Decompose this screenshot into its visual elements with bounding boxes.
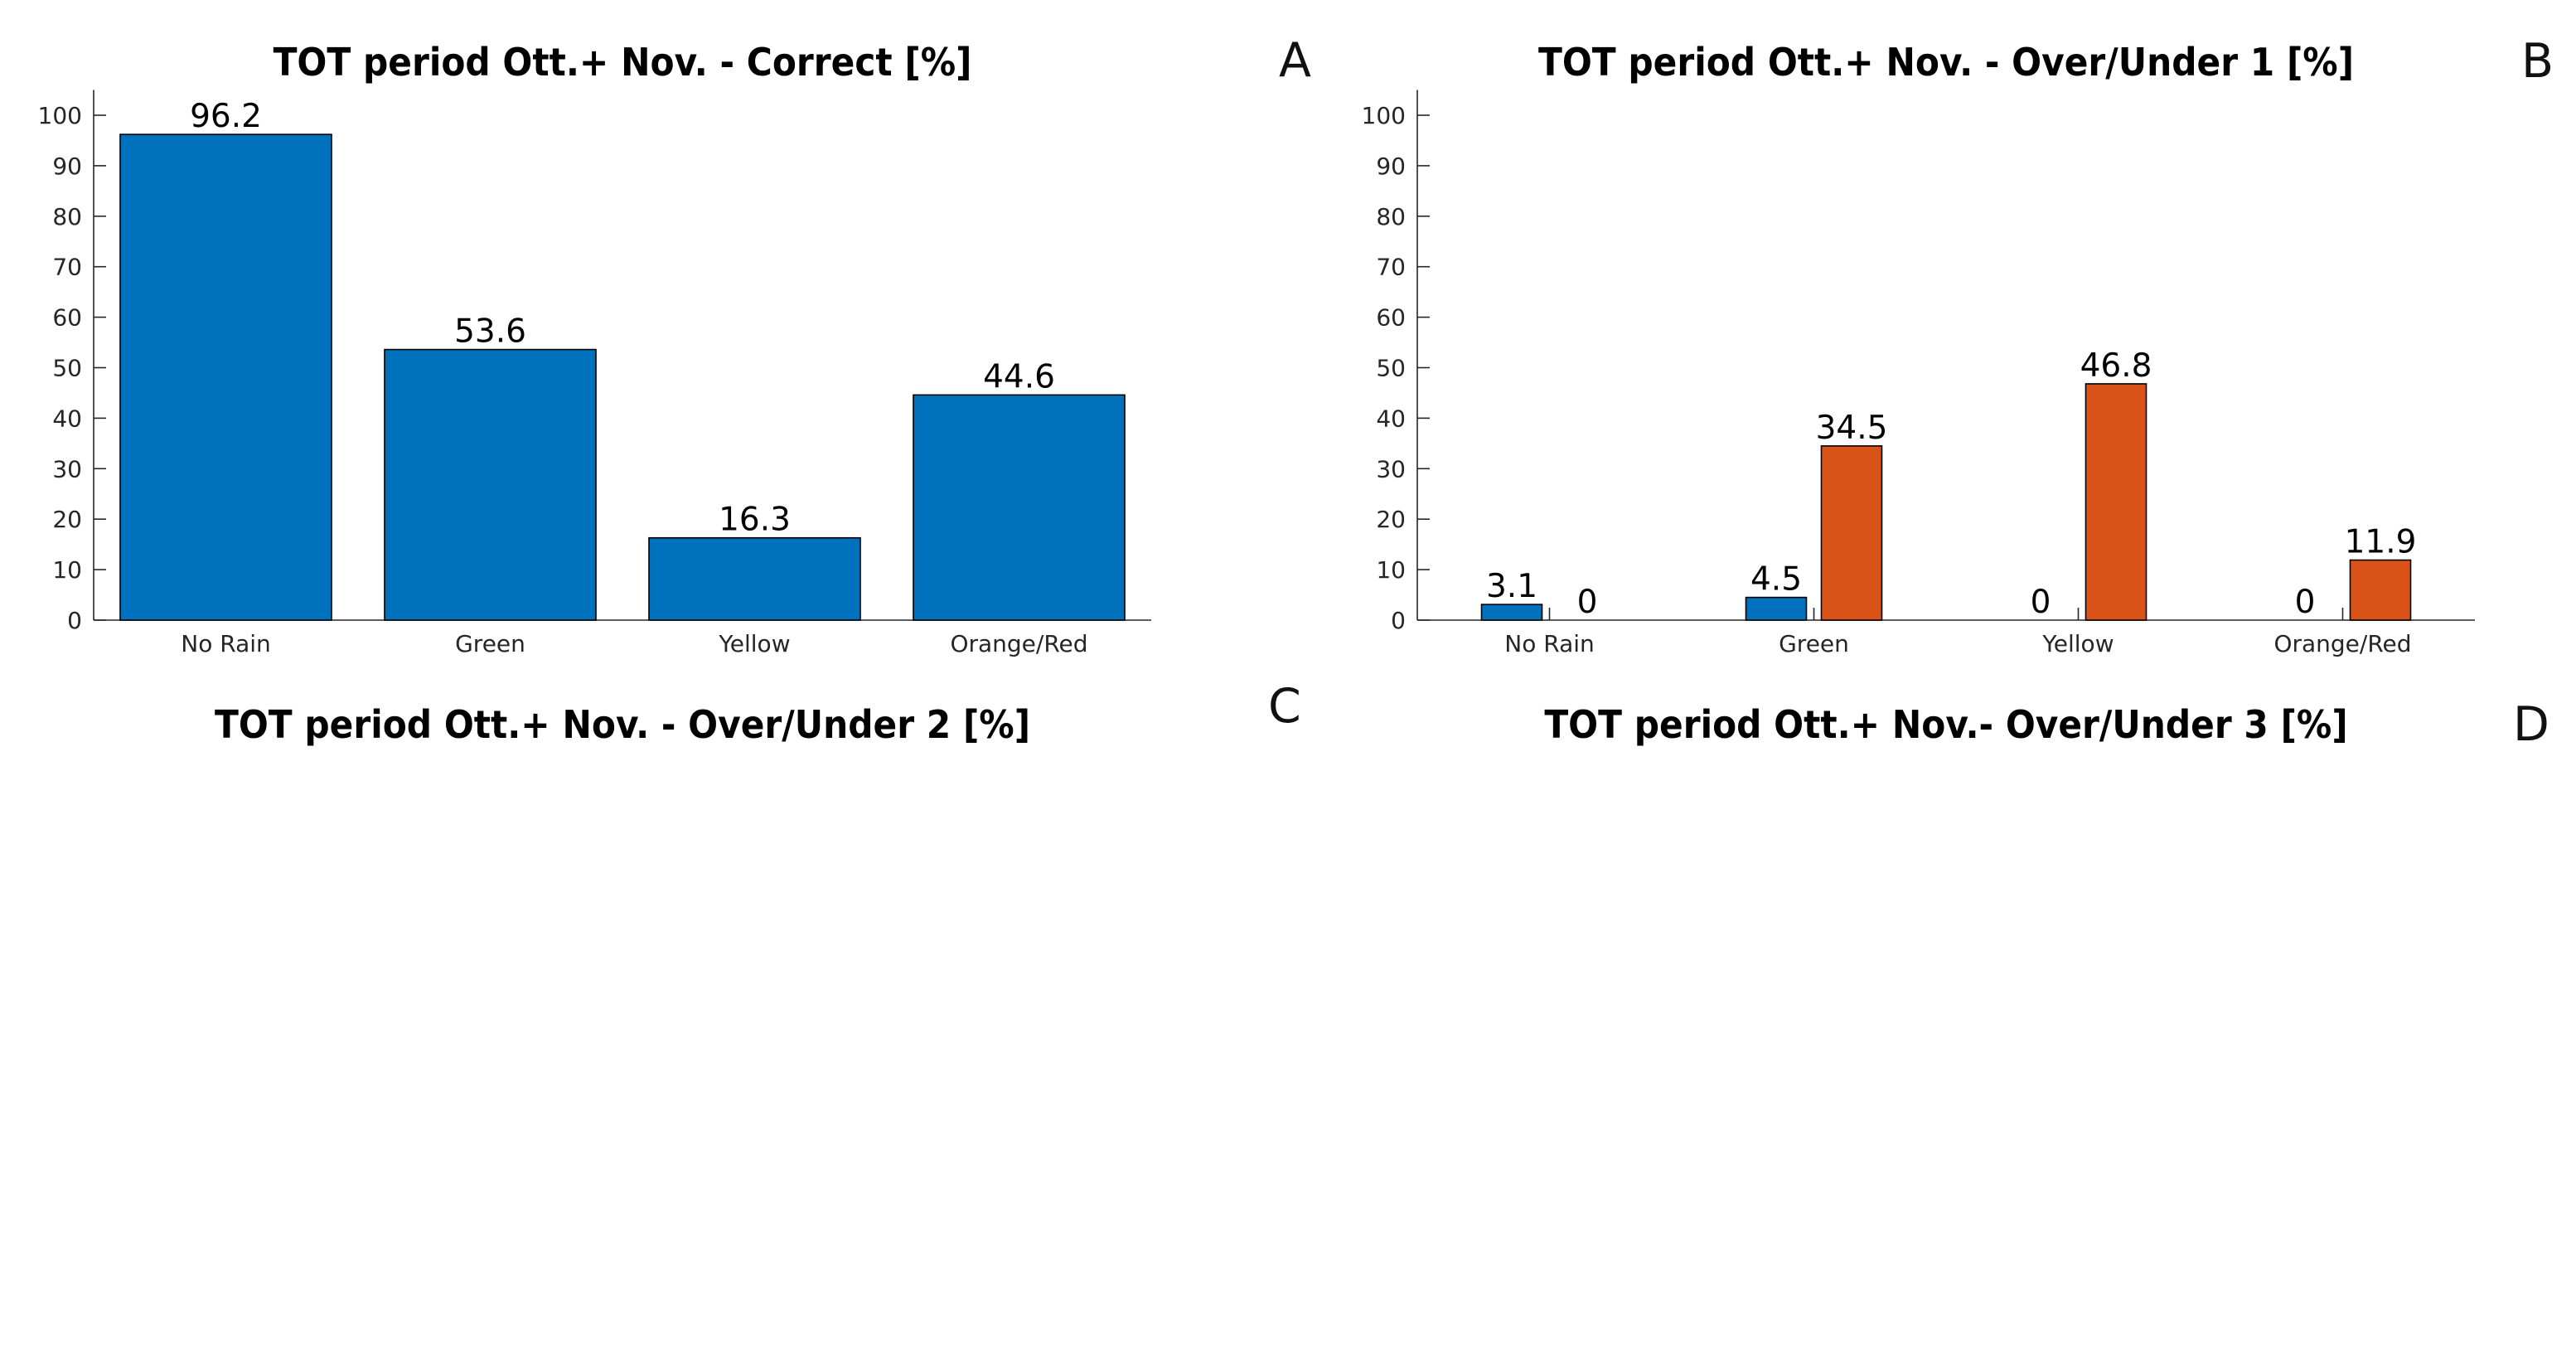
bar-value-yellow-blue: 0	[2031, 584, 2051, 621]
bar-value-orange-red-blue: 0	[2295, 584, 2316, 621]
bar-green-blue	[1745, 596, 1808, 621]
bar-value-orange-red-orange: 11.9	[2345, 524, 2417, 561]
bar-value-no-rain-blue: 3.1	[1486, 568, 1537, 605]
y-tick-label: 90	[52, 153, 82, 180]
panel-letter-a: A	[1279, 33, 1311, 88]
bar-value-orange-red-blue: 44.6	[983, 358, 1055, 395]
y-tick-label: 0	[67, 607, 82, 634]
panel-letter-b: B	[2521, 34, 2554, 89]
chart-title-d: TOT period Ott.+ Nov.- Over/Under 3 [%]	[1544, 703, 2347, 747]
bar-value-green-blue: 4.5	[1750, 561, 1802, 599]
y-tick-label: 50	[1376, 355, 1406, 382]
chart-title-a: TOT period Ott.+ Nov. - Correct [%]	[274, 41, 972, 85]
chart-title-c: TOT period Ott.+ Nov. - Over/Under 2 [%]	[215, 703, 1030, 747]
panel-letter-c: C	[1268, 679, 1301, 734]
y-tick-label: 70	[52, 254, 82, 281]
bar-value-yellow-blue: 16.3	[719, 502, 791, 539]
bar-no-rain-blue	[1480, 604, 1543, 621]
category-label-no-rain: No Rain	[181, 630, 271, 657]
category-label-yellow: Yellow	[2041, 630, 2114, 657]
y-tick-label: 90	[1376, 153, 1406, 180]
bar-orange-red-orange	[2349, 559, 2412, 621]
y-tick-label: 70	[1376, 254, 1406, 281]
bar-yellow-orange	[2085, 383, 2147, 621]
y-tick-label: 40	[1376, 405, 1406, 432]
chart-panel-c: 01020304050607080901000.20No Rain00Green…	[215, 703, 1030, 747]
bar-value-no-rain-orange: 0	[1577, 584, 1598, 621]
y-tick-label: 30	[52, 455, 82, 483]
y-tick-label: 80	[1376, 203, 1406, 230]
bar-value-green-blue: 53.6	[454, 313, 526, 351]
bar-no-rain-blue	[119, 133, 332, 621]
category-label-no-rain: No Rain	[1504, 630, 1595, 657]
chart-title-b: TOT period Ott.+ Nov. - Over/Under 1 [%]	[1538, 41, 2354, 85]
y-tick-label: 10	[1376, 556, 1406, 584]
bar-orange-red-blue	[913, 394, 1126, 621]
bar-value-green-orange: 34.5	[1816, 410, 1888, 447]
category-label-orange-red: Orange/Red	[950, 630, 1087, 657]
bar-green-orange	[1820, 445, 1883, 621]
y-tick-label: 100	[1362, 102, 1406, 129]
y-tick-label: 60	[1376, 304, 1406, 332]
y-tick-label: 20	[52, 506, 82, 533]
category-label-green: Green	[1779, 630, 1849, 657]
y-tick-label: 80	[52, 203, 82, 230]
y-tick-label: 10	[52, 556, 82, 584]
chart-panel-d: 01020304050607080901000.30No Rain7.10Gre…	[1544, 703, 2347, 747]
y-tick-label: 60	[52, 304, 82, 332]
chart-panel-b: 0 10 20 30 40 50 60 70 80 90 100 3.1 0 No Rain 4.5 34.5…	[1362, 41, 2475, 657]
bar-value-yellow-orange: 46.8	[2080, 347, 2152, 385]
bar-green-blue	[384, 348, 597, 621]
bar-yellow-blue	[648, 536, 861, 621]
y-tick-label: 20	[1376, 506, 1406, 533]
panel-letter-d: D	[2513, 697, 2549, 752]
y-tick-label: 40	[52, 405, 82, 432]
y-tick-label: 50	[52, 355, 82, 382]
y-tick-label: 100	[38, 102, 82, 129]
bar-value-no-rain-blue: 96.2	[190, 98, 262, 135]
category-label-green: Green	[455, 630, 525, 657]
y-tick-label: 30	[1376, 455, 1406, 483]
chart-panel-a: 0 10 20 30 40 50 60 70 80 90 100 96.2 No Rain 53.6 Gre…	[38, 41, 1151, 657]
y-tick-label: 0	[1391, 607, 1406, 634]
category-label-orange-red: Orange/Red	[2273, 630, 2411, 657]
category-label-yellow: Yellow	[718, 630, 790, 657]
